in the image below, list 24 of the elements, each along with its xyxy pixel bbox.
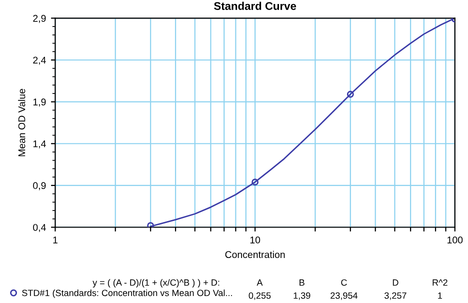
text: R^2 xyxy=(432,279,448,286)
chart-title: Standard Curve xyxy=(214,2,296,10)
text: C xyxy=(341,279,347,286)
y-tick-label: 2,4 xyxy=(33,56,46,65)
text: y = ( (A - D)/(1 + (x/C)^B ) ) + D: xyxy=(92,279,220,288)
text: 1 xyxy=(438,292,442,299)
y-tick-label: 1,9 xyxy=(33,98,46,107)
text: 1,39 xyxy=(294,292,310,300)
text: A xyxy=(256,279,263,286)
x-axis-title: Concentration xyxy=(225,250,285,258)
y-tick-label: 0,4 xyxy=(33,224,46,232)
y-tick-label: 2,9 xyxy=(33,14,46,23)
x-tick-label: 1 xyxy=(53,236,58,244)
text: D xyxy=(392,279,398,286)
text: 0,255 xyxy=(248,292,271,300)
text: 3,257 xyxy=(384,292,406,300)
x-tick-label: 10 xyxy=(250,236,260,244)
y-tick-label: 1,4 xyxy=(33,140,46,148)
legend-label: STD#1 (Standards: Concentration vs Mean OD Val... xyxy=(22,289,232,298)
x-tick-label: 100 xyxy=(448,236,463,244)
text: B xyxy=(300,279,304,286)
text: 23,954 xyxy=(330,292,358,300)
y-axis-title: Mean OD Value xyxy=(18,88,26,156)
y-tick-label: 0,9 xyxy=(33,182,46,190)
